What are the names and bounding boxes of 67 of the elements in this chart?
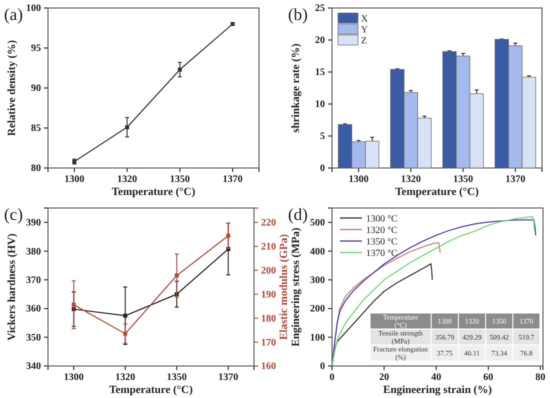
x-tick-label: 1300	[64, 174, 84, 186]
x-tick-label: 1370	[505, 174, 526, 186]
y2-tick-label: 200	[261, 265, 276, 276]
x-tick-label: 1300	[64, 372, 84, 384]
legend-label: X	[361, 14, 368, 24]
y-tick-label: 90	[31, 83, 41, 94]
y-tick-label: 25	[315, 3, 325, 14]
y-tick-label: 5	[320, 131, 325, 142]
x-tick-label: 1370	[218, 372, 238, 384]
y2-tick-label: 180	[261, 313, 276, 324]
x-tick-label: 20	[379, 372, 390, 384]
y-tick-label: 100	[26, 3, 41, 14]
legend-label: 1320 °C	[366, 226, 398, 236]
chart-title: (a)	[4, 5, 23, 24]
x-tick-label: 0	[330, 372, 334, 384]
x-axis-title: Engineering strain (%)	[383, 384, 492, 396]
y-axis-title: Relative density (%)	[6, 40, 18, 136]
y-tick-label: 0	[320, 361, 325, 372]
x-tick-label: 1350	[170, 174, 190, 186]
y-tick-label: 15	[315, 67, 325, 78]
y-tick-label: 360	[26, 304, 41, 315]
y2-tick-label: 170	[261, 337, 276, 348]
y-tick-label: 10	[315, 99, 325, 110]
legend-label: 1370 °C	[366, 249, 398, 259]
y2-tick-label: 220	[261, 218, 276, 229]
y-tick-label: 390	[26, 218, 41, 229]
x-axis-title: Temperature (°C)	[395, 186, 480, 198]
x-tick-label: 80	[535, 372, 546, 384]
x-tick-label: 1350	[166, 372, 187, 384]
y-axis-title: Engineering stress (MPa)	[290, 227, 302, 346]
y-tick-label: 80	[31, 163, 41, 174]
y-tick-label: 500	[310, 218, 325, 229]
y-axis-title: shrinkage rate (%)	[290, 43, 302, 133]
y-tick-label: 350	[26, 332, 41, 344]
x-tick-label: 60	[483, 372, 494, 384]
y-tick-label: 95	[31, 43, 41, 54]
chart-title: (c)	[4, 205, 23, 224]
y-tick-label: 0	[320, 163, 325, 174]
legend-label: Y	[361, 26, 368, 36]
y-tick-label: 380	[26, 246, 41, 258]
y2-tick-label: 160	[261, 361, 276, 372]
y-tick-label: 340	[26, 361, 41, 372]
legend-label: 1350 °C	[366, 238, 398, 248]
chart-title: (d)	[288, 205, 308, 224]
x-tick-label: 1370	[222, 174, 243, 186]
x-tick-label: 1300	[348, 174, 369, 186]
legend-label: 1300 °C	[366, 214, 398, 224]
y-tick-label: 20	[315, 35, 325, 46]
chart-title: (b)	[288, 5, 308, 24]
x-tick-label: 1320	[117, 174, 138, 186]
y2-tick-label: 190	[261, 289, 276, 300]
y-tick-label: 100	[310, 332, 325, 344]
y-tick-label: 300	[310, 275, 325, 286]
x-tick-label: 1320	[115, 372, 136, 384]
y-axis-title: Vickers hardness (HV)	[6, 233, 18, 341]
legend-label: Z	[361, 36, 367, 46]
y-tick-label: 370	[26, 275, 41, 286]
x-tick-label: 1320	[400, 174, 421, 186]
y-tick-label: 200	[310, 304, 325, 315]
x-tick-label: 40	[431, 372, 442, 384]
x-tick-label: 1350	[453, 174, 474, 186]
y2-tick-label: 210	[261, 242, 276, 253]
x-axis-title: Temperature (°C)	[112, 186, 196, 198]
x-axis-title: Temperature (°C)	[109, 384, 194, 396]
y2-axis-title: Elastic modulus (GPa)	[278, 234, 290, 340]
y-tick-label: 85	[31, 123, 41, 134]
y-tick-label: 400	[310, 246, 325, 258]
